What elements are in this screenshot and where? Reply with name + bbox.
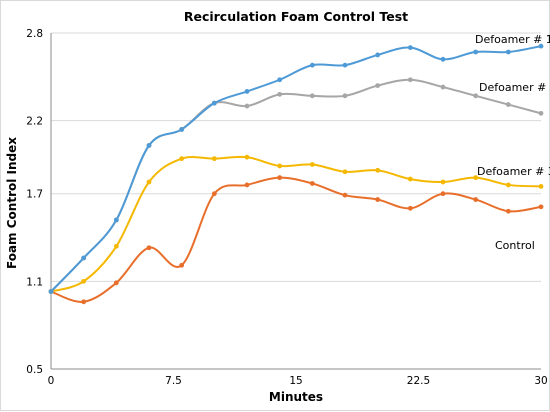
data-point xyxy=(473,197,479,202)
data-point xyxy=(375,197,381,202)
data-point xyxy=(342,169,348,175)
data-point xyxy=(473,175,479,181)
series-label: Control xyxy=(495,239,535,252)
data-point xyxy=(375,52,381,58)
y-tick-label: 2.2 xyxy=(26,116,43,128)
data-point xyxy=(505,208,511,214)
series-line xyxy=(50,78,542,293)
series-lines xyxy=(50,45,542,303)
axes xyxy=(50,33,541,370)
data-point xyxy=(179,156,185,162)
x-tick-label: 22.5 xyxy=(407,375,430,387)
data-point xyxy=(505,182,511,188)
data-point xyxy=(211,156,217,162)
data-point xyxy=(309,93,315,99)
data-point xyxy=(244,89,250,94)
data-point xyxy=(473,93,479,99)
data-point xyxy=(505,102,511,107)
data-point xyxy=(538,183,544,189)
data-point xyxy=(407,45,413,51)
data-point xyxy=(440,191,446,197)
y-tick-label: 1.1 xyxy=(26,276,43,288)
series-label: Defoamer # 1 xyxy=(475,33,550,46)
series-line xyxy=(50,176,542,303)
y-tick-label: 2.8 xyxy=(26,28,43,40)
data-point xyxy=(309,162,315,167)
data-point xyxy=(342,192,348,198)
x-tick-label: 30 xyxy=(534,375,547,387)
data-point xyxy=(277,91,283,97)
data-point xyxy=(342,62,348,68)
series-line xyxy=(50,155,542,293)
data-point xyxy=(440,179,446,185)
series-label: Defoamer # 3 xyxy=(477,165,550,178)
data-point xyxy=(244,154,250,160)
data-point xyxy=(375,83,381,88)
x-tick-label: 0 xyxy=(48,375,55,387)
data-point xyxy=(277,175,283,181)
series-labels: Defoamer # 1 Defoamer # 2 Defoamer # 3 Cont… xyxy=(475,33,550,252)
data-point xyxy=(440,56,446,62)
chart-title: Recirculation Foam Control Test xyxy=(184,9,408,24)
series-line xyxy=(50,45,542,293)
x-axis-title: Minutes xyxy=(269,390,323,404)
data-point xyxy=(211,191,217,197)
data-point xyxy=(244,103,250,109)
data-point xyxy=(342,93,348,99)
data-point xyxy=(407,205,413,211)
data-point xyxy=(113,217,119,223)
data-point xyxy=(146,143,152,148)
data-point xyxy=(146,179,152,185)
series-label: Defoamer # 2 xyxy=(479,81,550,94)
data-point xyxy=(505,49,511,55)
x-tick-label: 7.5 xyxy=(165,375,182,387)
series-points xyxy=(48,43,544,305)
data-point xyxy=(538,43,544,49)
data-point xyxy=(113,243,119,249)
data-point xyxy=(309,62,315,68)
data-point xyxy=(179,262,185,268)
data-point xyxy=(407,176,413,182)
data-point xyxy=(81,255,87,261)
y-axis-title: Foam Control Index xyxy=(5,137,19,269)
data-point xyxy=(375,167,381,173)
data-point xyxy=(244,182,250,188)
data-point xyxy=(81,299,87,305)
y-tick-label: 0.5 xyxy=(26,364,43,376)
data-point xyxy=(277,77,283,83)
data-point xyxy=(113,280,119,286)
data-point xyxy=(211,100,217,106)
data-point xyxy=(48,289,54,294)
data-point xyxy=(538,204,544,210)
data-point xyxy=(407,77,413,83)
data-point xyxy=(146,245,152,251)
x-tick-label: 15 xyxy=(289,375,302,387)
data-point xyxy=(473,49,479,55)
data-point xyxy=(277,163,283,169)
y-tick-label: 1.7 xyxy=(26,189,43,201)
data-point xyxy=(179,127,185,132)
gridlines xyxy=(51,32,541,282)
data-point xyxy=(440,84,446,90)
tick-labels: 0.5 1.1 1.7 2.2 2.8 0 7.5 15 22.5 30 xyxy=(26,28,547,387)
data-point xyxy=(81,278,87,284)
data-point xyxy=(309,181,315,186)
data-point xyxy=(538,110,544,116)
